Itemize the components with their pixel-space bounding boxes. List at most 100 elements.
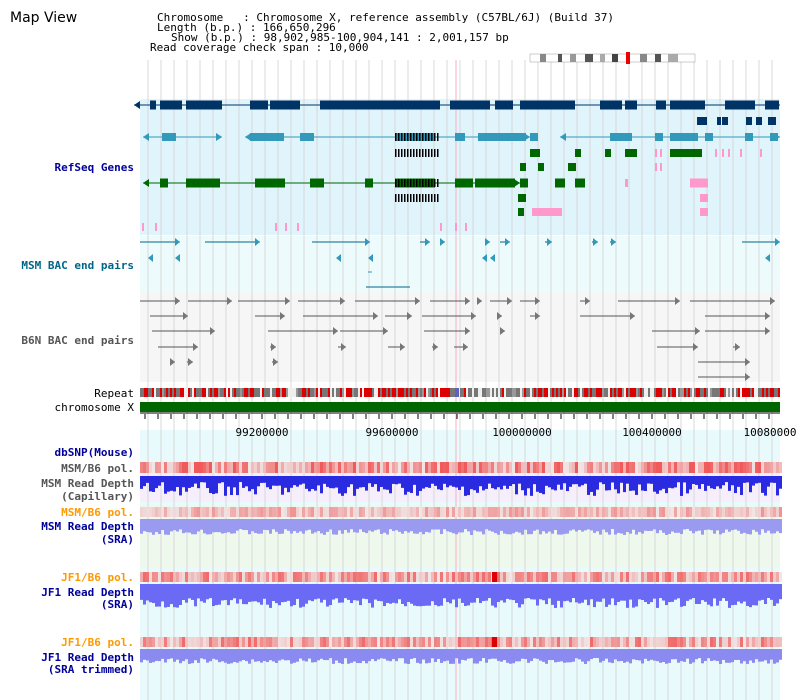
msm-depth-sra-label[interactable]: MSM Read Depth: [41, 520, 134, 533]
jf1-pol-label[interactable]: JF1/B6 pol.: [61, 571, 134, 584]
gene-exon: [700, 194, 708, 202]
depth-bar: [167, 584, 170, 607]
depth-bar: [593, 584, 596, 608]
pol-cell: [437, 462, 440, 473]
jf1-depth-trim-label[interactable]: JF1 Read Depth: [41, 651, 134, 664]
exon-tick: [398, 133, 400, 141]
msm-depth-sra-sublabel: (SRA): [100, 533, 134, 546]
repeat-segment: [482, 388, 484, 397]
depth-bar: [629, 476, 632, 491]
msm-bac-label[interactable]: MSM BAC end pairs: [21, 259, 134, 272]
pol-cell: [251, 507, 254, 517]
pol-cell: [749, 637, 752, 647]
depth-bar: [239, 649, 242, 662]
repeat-segment: [644, 388, 646, 397]
pol-cell: [743, 507, 746, 517]
pol-cell: [713, 572, 716, 582]
depth-bar: [140, 649, 143, 663]
dbsnp-label[interactable]: dbSNP(Mouse): [54, 446, 134, 459]
repeat-segment: [154, 388, 156, 397]
pol-cell: [287, 637, 290, 647]
pol-cell: [698, 462, 701, 473]
depth-bar: [533, 476, 536, 485]
depth-bar: [446, 649, 449, 661]
exon-tick: [413, 179, 415, 187]
depth-bar: [497, 649, 500, 661]
msm-depth-cap-label[interactable]: MSM Read Depth: [41, 477, 134, 490]
pol-cell: [779, 637, 782, 647]
refseq-genes-label[interactable]: RefSeq Genes: [54, 161, 134, 174]
depth-bar: [326, 584, 329, 607]
pol-cell: [422, 637, 425, 647]
repeat-segment: [526, 388, 528, 397]
exon-tick: [434, 179, 436, 187]
repeat-segment: [230, 388, 232, 397]
depth-bar: [197, 584, 200, 599]
exon-tick: [428, 179, 430, 187]
repeat-segment: [220, 388, 222, 397]
repeat-segment: [478, 388, 480, 397]
pol-cell: [209, 462, 212, 473]
repeat-segment: [446, 388, 448, 397]
pol-cell: [755, 462, 758, 473]
depth-bar: [692, 584, 695, 599]
depth-bar: [689, 476, 692, 490]
depth-bar: [467, 584, 470, 606]
pol-cell: [617, 462, 620, 473]
b6n-bac-label[interactable]: B6N BAC end pairs: [21, 334, 134, 347]
repeat-segment: [550, 388, 552, 397]
exon-tick: [428, 149, 430, 157]
depth-bar: [554, 476, 557, 491]
msm-b6-pol-track-2: [140, 507, 782, 517]
pol-cell: [443, 637, 446, 647]
pol-cell: [347, 572, 350, 582]
pol-cell: [479, 637, 482, 647]
arrow-icon: [210, 327, 215, 335]
pol-cell: [590, 462, 593, 473]
depth-bar: [539, 519, 542, 535]
gene-exon: [395, 178, 435, 188]
pol-cell: [695, 637, 698, 647]
pol-cell: [221, 507, 224, 517]
jf1-depth-sra-label[interactable]: JF1 Read Depth: [41, 586, 134, 599]
gene-exon: [656, 100, 666, 110]
pol-cell: [617, 572, 620, 582]
depth-bar: [296, 649, 299, 662]
depth-bar: [275, 649, 278, 663]
repeat-segment: [620, 388, 622, 397]
depth-bar: [731, 649, 734, 663]
pol-cell: [152, 572, 155, 582]
msm-pol-label-2[interactable]: MSM/B6 pol.: [61, 506, 134, 519]
pol-cell: [242, 572, 245, 582]
pol-cell: [734, 507, 737, 517]
pol-cell: [221, 572, 224, 582]
pol-cell: [140, 637, 143, 647]
depth-bar: [506, 584, 509, 599]
pol-cell: [590, 572, 593, 582]
repeat-segment: [296, 388, 298, 397]
pol-cell: [158, 462, 161, 473]
depth-bar: [701, 584, 704, 601]
pol-cell: [359, 637, 362, 647]
msm-pol-label[interactable]: MSM/B6 pol.: [61, 462, 134, 475]
jf1-pol-label-2[interactable]: JF1/B6 pol.: [61, 636, 134, 649]
repeat-segment: [686, 388, 688, 397]
gene-exon: [275, 223, 277, 231]
pol-cell: [596, 462, 599, 473]
depth-bar: [683, 476, 686, 483]
pol-cell: [311, 637, 314, 647]
pol-cell: [671, 637, 674, 647]
gene-exon: [728, 149, 730, 157]
repeat-segment: [172, 388, 174, 397]
pol-cell: [674, 572, 677, 582]
depth-bar: [590, 649, 593, 660]
pol-cell: [566, 507, 569, 517]
repeat-segment: [244, 388, 246, 397]
repeat-segment: [772, 388, 774, 397]
pol-cell: [263, 507, 266, 517]
depth-bar: [473, 519, 476, 531]
depth-bar: [401, 476, 404, 488]
pol-cell: [656, 572, 659, 582]
depth-bar: [383, 519, 386, 533]
